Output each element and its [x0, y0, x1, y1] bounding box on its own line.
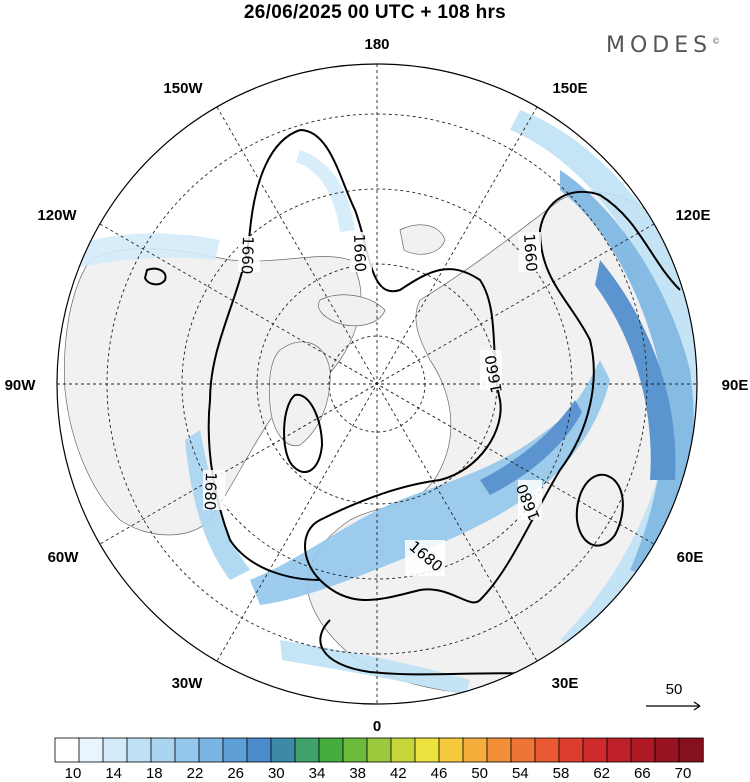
contour-label: 1660	[238, 236, 257, 275]
colorbar-tick-label: 30	[268, 765, 285, 782]
reference-vector: 50	[646, 681, 701, 711]
colorbar-swatch	[78, 737, 104, 763]
colorbar-tick-label: 62	[593, 765, 610, 782]
colorbar-tick-label: 50	[471, 765, 488, 782]
colorbar-tick-label: 70	[675, 765, 692, 782]
lon-label-150w: 150W	[163, 80, 203, 97]
brand-copyright: ©	[712, 36, 721, 46]
contour-label: 1680	[201, 472, 220, 511]
colorbar-swatch	[414, 737, 440, 763]
colorbar-swatch	[270, 737, 296, 763]
colorbar-tick-label: 22	[187, 765, 204, 782]
colorbar-swatch	[198, 737, 224, 763]
colorbar-swatch	[342, 737, 368, 763]
lon-label-0: 0	[373, 718, 381, 735]
colorbar-tick-label: 10	[65, 765, 82, 782]
wind-speed-shading	[60, 110, 697, 695]
geopotential-contours	[143, 129, 681, 677]
lon-label-180: 180	[364, 36, 389, 53]
colorbar-tick-label: 34	[309, 765, 326, 782]
colorbar-swatch	[486, 737, 512, 763]
contour-label: 1660	[350, 234, 369, 273]
colorbar-swatch	[246, 737, 272, 763]
colorbar-swatch	[54, 737, 80, 763]
colorbar-swatch	[654, 737, 680, 763]
colorbar-tick-label: 38	[349, 765, 366, 782]
lon-label-120w: 120W	[37, 207, 77, 224]
brand-name: MODES	[606, 33, 713, 58]
colorbar-swatch	[534, 737, 560, 763]
colorbar-swatch	[438, 737, 464, 763]
colorbar-tick-label: 18	[146, 765, 163, 782]
contour-labels: 1660 1660 1660 1660 1680 1680 1680	[201, 232, 544, 576]
lon-label-90e: 90E	[722, 377, 749, 394]
colorbar-swatch	[318, 737, 344, 763]
colorbar-swatch	[582, 737, 608, 763]
colorbar-swatch	[174, 737, 200, 763]
longitude-labels: 180 150E 120E 90E 60E 30E 0 30W 60W 90W …	[5, 36, 749, 735]
colorbar-swatch	[462, 737, 488, 763]
brand-logo: MODES©	[606, 33, 720, 58]
colorbar-swatch	[606, 737, 632, 763]
lon-label-30w: 30W	[172, 675, 204, 692]
lon-label-90w: 90W	[5, 377, 37, 394]
colorbar-swatch	[102, 737, 128, 763]
lon-label-30e: 30E	[552, 675, 579, 692]
colorbar-swatch	[294, 737, 320, 763]
lon-label-60w: 60W	[48, 549, 80, 566]
globe-border	[56, 63, 698, 705]
reference-vector-label: 50	[666, 681, 683, 698]
colorbar-tick-label: 26	[227, 765, 244, 782]
colorbar-tick-label: 66	[634, 765, 651, 782]
lon-label-150e: 150E	[552, 80, 587, 97]
lon-label-60e: 60E	[677, 549, 704, 566]
colorbar-tick-label: 58	[553, 765, 570, 782]
colorbar-swatch	[390, 737, 416, 763]
reference-vector-arrowhead	[693, 701, 701, 711]
colorbar-swatch	[366, 737, 392, 763]
colorbar	[54, 737, 704, 763]
meridians	[57, 64, 697, 704]
colorbar-swatch	[150, 737, 176, 763]
colorbar-swatch	[678, 737, 704, 763]
colorbar-swatch	[222, 737, 248, 763]
map-title: 26/06/2025 00 UTC + 108 hrs	[243, 2, 507, 23]
colorbar-labels: 10 14 18 22 26 30 34 38 42 46 50 54 58 62 66 70	[65, 765, 692, 782]
lon-label-120e: 120E	[675, 207, 710, 224]
colorbar-swatch	[510, 737, 536, 763]
contour-label: 1660	[520, 233, 541, 272]
colorbar-swatch	[558, 737, 584, 763]
colorbar-swatch	[126, 737, 152, 763]
colorbar-tick-label: 42	[390, 765, 407, 782]
colorbar-tick-label: 46	[431, 765, 448, 782]
colorbar-tick-label: 54	[512, 765, 529, 782]
colorbar-swatch	[630, 737, 656, 763]
colorbar-tick-label: 14	[105, 765, 122, 782]
